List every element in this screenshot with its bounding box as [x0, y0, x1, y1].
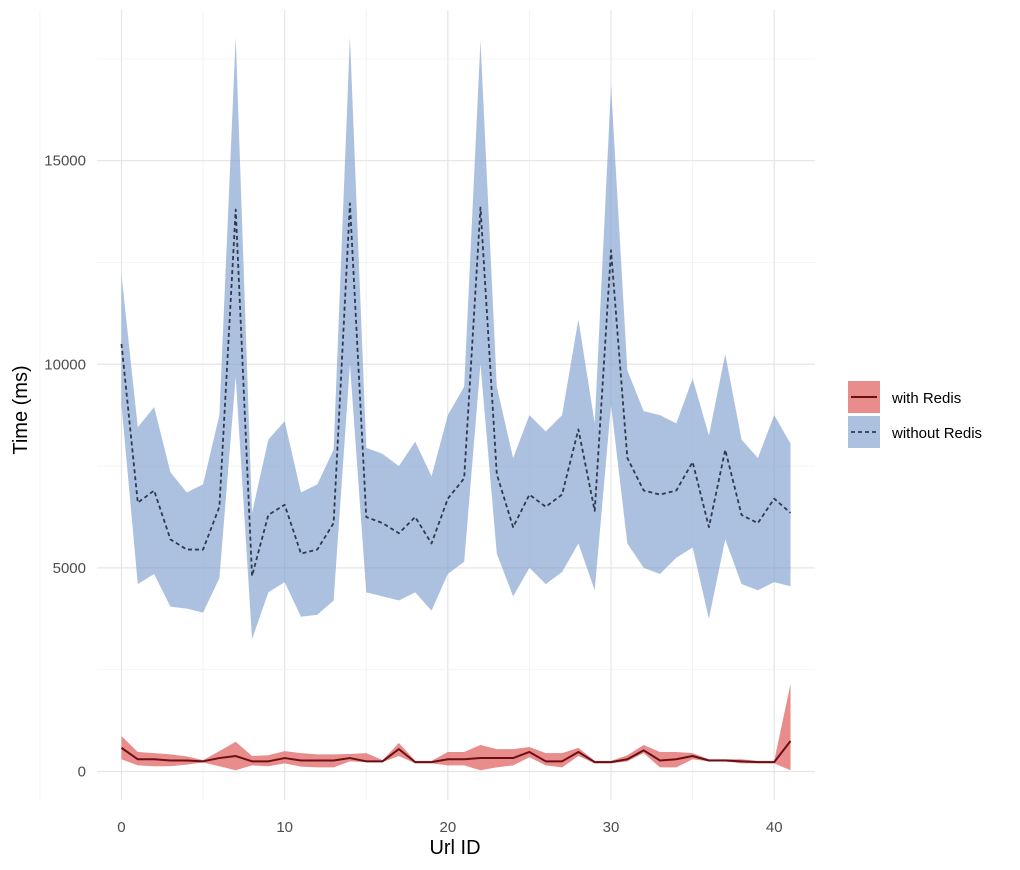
legend-label-with-redis: with Redis — [891, 390, 961, 407]
x-tick-label: 30 — [603, 819, 620, 836]
band-without-redis — [121, 36, 791, 640]
x-tick-label: 20 — [439, 819, 456, 836]
series-lines — [120, 202, 792, 764]
band-with-redis — [121, 683, 791, 771]
y-tick-label: 0 — [78, 763, 86, 780]
x-axis-title: Url ID — [429, 837, 480, 859]
confidence-bands — [121, 36, 791, 771]
y-tick-label: 5000 — [53, 560, 86, 577]
line-without-redis — [120, 202, 792, 577]
y-tick-label: 15000 — [44, 153, 86, 170]
y-tick-label: 10000 — [44, 356, 86, 373]
axis-ticks: 0 10 20 30 40 0 5000 10000 15000 — [44, 153, 782, 836]
legend-label-without-redis: without Redis — [891, 425, 982, 442]
x-tick-label: 0 — [117, 819, 125, 836]
legend: with Redis without Redis — [848, 381, 982, 448]
x-tick-label: 40 — [766, 819, 783, 836]
y-axis-title: Time (ms) — [10, 365, 32, 454]
x-tick-label: 10 — [276, 819, 293, 836]
line-with-redis — [120, 740, 792, 764]
